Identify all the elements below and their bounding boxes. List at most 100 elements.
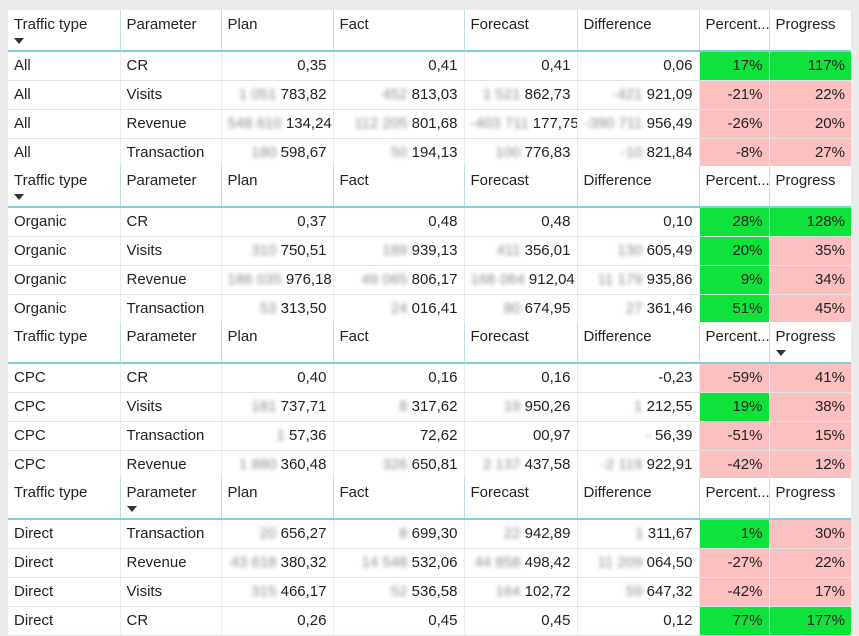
cell-value: CPC — [14, 369, 46, 386]
column-header-parameter[interactable]: Parameter — [120, 166, 222, 208]
column-header-parameter[interactable]: Parameter — [120, 322, 222, 364]
column-header-progress[interactable]: Progress — [769, 478, 851, 520]
table-row: All Transaction 180 598,67 50 194,13 100 776… — [8, 138, 851, 168]
column-header-difference[interactable]: Difference — [577, 166, 700, 208]
cell-difference: -2 119 922,91 — [577, 450, 700, 480]
column-header-parameter[interactable]: Parameter — [120, 10, 222, 52]
cell-value: 532,06 — [411, 554, 458, 571]
column-header-traffic-type[interactable]: Traffic type — [8, 478, 121, 520]
column-header-percent[interactable]: Percent... — [699, 478, 770, 520]
column-header-progress[interactable]: Progress — [769, 166, 851, 208]
cell-value: 939,13 — [411, 242, 458, 259]
cell-difference: 11 179 935,86 — [577, 265, 700, 295]
cell-value: 360,48 — [280, 456, 327, 473]
cell-value: 72,62 — [419, 427, 458, 444]
cell-fact: 52 536,58 — [333, 577, 465, 607]
cell-percent: 9% — [699, 265, 770, 295]
cell-value: Direct — [14, 583, 54, 600]
cell-parameter: Transaction — [120, 294, 222, 324]
redacted-value: 14 548 — [361, 554, 412, 571]
cell-plan: 180 598,67 — [221, 138, 334, 168]
cell-value: Transaction — [126, 144, 205, 161]
cell-value: 064,50 — [646, 554, 693, 571]
redacted-value: 1 880 — [238, 456, 281, 473]
table-row: Direct Transaction 20 656,27 8 699,30 22 942… — [8, 519, 851, 549]
column-header-percent[interactable]: Percent... — [699, 166, 770, 208]
cell-difference: 1 311,67 — [577, 519, 700, 549]
cell-difference: -421 921,09 — [577, 80, 700, 110]
cell-plan: 315 466,17 — [221, 577, 334, 607]
column-header-difference[interactable]: Difference — [577, 322, 700, 364]
column-header-plan[interactable]: Plan — [221, 322, 334, 364]
sort-descending-icon[interactable] — [775, 350, 786, 356]
sort-descending-icon[interactable] — [14, 194, 24, 200]
column-header-fact[interactable]: Fact — [333, 166, 465, 208]
column-header-plan[interactable]: Plan — [221, 10, 334, 52]
cell-difference: 59 647,32 — [577, 577, 700, 607]
cell-forecast: 1 521 862,73 — [464, 80, 578, 110]
column-header-traffic-type[interactable]: Traffic type — [8, 166, 121, 208]
column-header-label: Fact — [339, 16, 369, 33]
redacted-value: 112 205 — [354, 115, 412, 132]
column-header-forecast[interactable]: Forecast — [464, 478, 578, 520]
cell-progress: 35% — [769, 236, 851, 266]
redacted-value: 80 — [503, 300, 525, 317]
cell-progress: 38% — [769, 392, 851, 422]
column-header-label: Traffic type — [14, 16, 88, 33]
cell-progress: 15% — [769, 421, 851, 451]
cell-percent: -59% — [699, 363, 770, 393]
column-header-label: Plan — [227, 16, 258, 33]
column-header-plan[interactable]: Plan — [221, 166, 334, 208]
column-header-fact[interactable]: Fact — [333, 478, 465, 520]
traffic-table-1: Traffic type Parameter Plan Fact Forecast Dif… — [8, 10, 851, 168]
cell-percent: -26% — [699, 109, 770, 139]
cell-forecast: 00,97 — [464, 421, 578, 451]
cell-value: 0,41 — [428, 57, 458, 74]
cell-difference: 1 212,55 — [577, 392, 700, 422]
cell-plan: 0,40 — [221, 363, 334, 393]
sort-descending-icon[interactable] — [14, 38, 24, 44]
column-header-parameter[interactable]: Parameter — [120, 478, 222, 520]
sort-descending-icon[interactable] — [126, 506, 137, 512]
column-header-percent[interactable]: Percent... — [699, 322, 770, 364]
column-header-label: Progress — [775, 484, 836, 501]
column-header-progress[interactable]: Progress — [769, 322, 851, 364]
cell-value: 0,40 — [297, 369, 327, 386]
column-header-fact[interactable]: Fact — [333, 10, 465, 52]
column-header-fact[interactable]: Fact — [333, 322, 465, 364]
column-header-difference[interactable]: Difference — [577, 10, 700, 52]
cell-traffic-type: CPC — [8, 450, 121, 480]
cell-value: 598,67 — [280, 144, 327, 161]
cell-plan: 310 750,51 — [221, 236, 334, 266]
redacted-value: -2 119 — [601, 456, 647, 473]
column-header-forecast[interactable]: Forecast — [464, 166, 578, 208]
cell-forecast: 0,41 — [464, 51, 578, 81]
cell-value: 22% — [814, 554, 845, 571]
redacted-value: 1 051 — [238, 86, 281, 103]
column-header-forecast[interactable]: Forecast — [464, 322, 578, 364]
column-header-traffic-type[interactable]: Traffic type — [8, 322, 121, 364]
cell-traffic-type: CPC — [8, 421, 121, 451]
cell-difference: -0,23 — [577, 363, 700, 393]
redacted-value: -390 711 — [584, 115, 647, 132]
table-row: All CR 0,35 0,41 0,41 0,06 17% 117% — [8, 51, 851, 81]
column-header-traffic-type[interactable]: Traffic type — [8, 10, 121, 52]
cell-value: 19% — [732, 398, 763, 415]
column-header-progress[interactable]: Progress — [769, 10, 851, 52]
cell-value: 56,39 — [654, 427, 693, 444]
cell-fact: 8 317,62 — [333, 392, 465, 422]
column-header-label: Difference — [583, 172, 652, 189]
cell-value: 317,62 — [411, 398, 458, 415]
cell-value: 647,32 — [646, 583, 693, 600]
cell-value: CPC — [14, 427, 46, 444]
column-header-forecast[interactable]: Forecast — [464, 10, 578, 52]
column-header-label: Traffic type — [14, 328, 88, 345]
column-header-plan[interactable]: Plan — [221, 478, 334, 520]
cell-value: 699,30 — [411, 525, 458, 542]
cell-progress: 30% — [769, 519, 851, 549]
cell-difference: - 56,39 — [577, 421, 700, 451]
cell-percent: 19% — [699, 392, 770, 422]
redacted-value: 168 064 — [470, 271, 529, 288]
column-header-difference[interactable]: Difference — [577, 478, 700, 520]
column-header-percent[interactable]: Percent... — [699, 10, 770, 52]
